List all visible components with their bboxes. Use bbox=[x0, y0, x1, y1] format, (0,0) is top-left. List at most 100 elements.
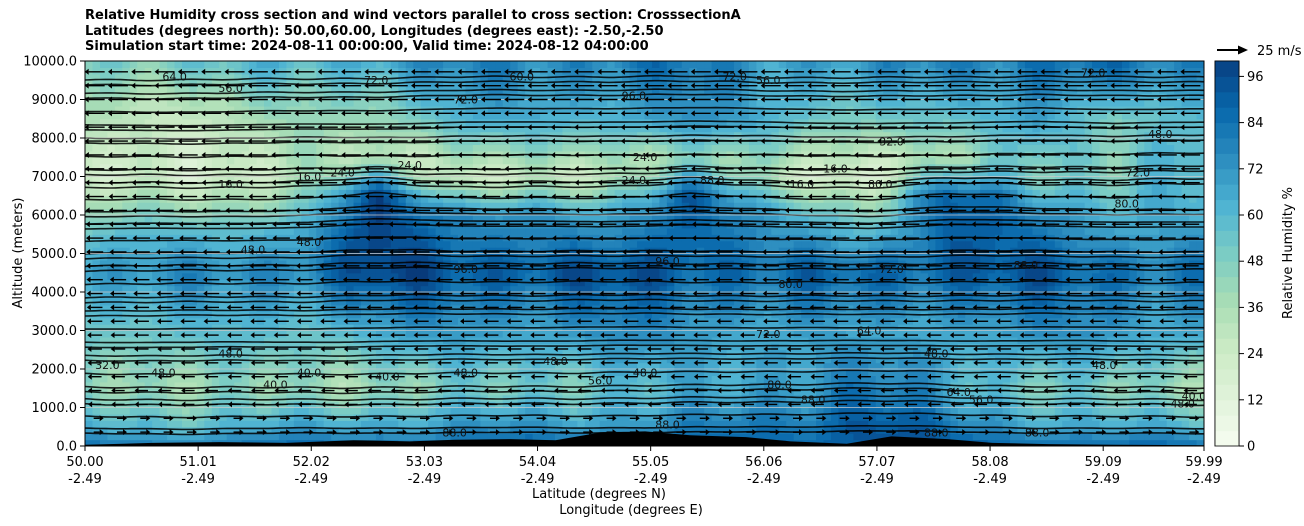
humidity-cell bbox=[271, 189, 280, 197]
humidity-cell bbox=[211, 99, 220, 107]
humidity-cell bbox=[99, 279, 108, 287]
humidity-cell bbox=[346, 362, 355, 370]
humidity-cell bbox=[219, 285, 228, 293]
humidity-cell bbox=[361, 67, 370, 75]
humidity-cell bbox=[159, 105, 168, 113]
humidity-cell bbox=[129, 202, 138, 210]
humidity-cell bbox=[368, 413, 377, 421]
humidity-cell bbox=[375, 195, 384, 203]
humidity-cell bbox=[301, 202, 310, 210]
humidity-cell bbox=[316, 61, 325, 69]
humidity-cell bbox=[472, 317, 481, 325]
humidity-cell bbox=[495, 80, 504, 88]
humidity-cell bbox=[346, 381, 355, 389]
humidity-cell bbox=[502, 144, 511, 152]
humidity-cell bbox=[346, 189, 355, 197]
humidity-cell bbox=[637, 105, 646, 113]
humidity-cell bbox=[196, 112, 205, 120]
humidity-cell bbox=[435, 131, 444, 139]
humidity-cell bbox=[644, 105, 653, 113]
humidity-cell bbox=[107, 279, 116, 287]
humidity-cell bbox=[256, 362, 265, 370]
humidity-cell bbox=[249, 202, 258, 210]
humidity-cell bbox=[278, 413, 288, 421]
humidity-cell bbox=[614, 343, 623, 351]
humidity-cell bbox=[346, 163, 355, 171]
humidity-cell bbox=[390, 131, 399, 139]
humidity-cell bbox=[152, 304, 161, 312]
humidity-cell bbox=[450, 330, 459, 338]
humidity-cell bbox=[428, 208, 437, 216]
humidity-cell bbox=[569, 369, 578, 377]
humidity-cell bbox=[278, 189, 288, 197]
humidity-cell bbox=[614, 420, 623, 428]
humidity-cell bbox=[368, 227, 377, 235]
humidity-cell bbox=[554, 227, 564, 235]
humidity-cell bbox=[99, 105, 108, 113]
humidity-cell bbox=[361, 330, 370, 338]
humidity-cell bbox=[487, 176, 496, 184]
humidity-cell bbox=[458, 144, 467, 152]
humidity-cell bbox=[450, 131, 459, 139]
humidity-cell bbox=[368, 99, 377, 107]
humidity-cell bbox=[502, 285, 511, 293]
humidity-cell bbox=[226, 279, 235, 287]
humidity-cell bbox=[264, 227, 273, 235]
humidity-cell bbox=[189, 388, 198, 396]
humidity-cell bbox=[353, 189, 362, 197]
humidity-cell bbox=[420, 285, 429, 293]
humidity-cell bbox=[226, 61, 235, 69]
humidity-cell bbox=[398, 144, 407, 152]
humidity-cell bbox=[114, 227, 123, 235]
humidity-cell bbox=[331, 266, 340, 274]
humidity-cell bbox=[159, 279, 168, 287]
humidity-cell bbox=[85, 227, 94, 235]
humidity-cell bbox=[510, 426, 519, 434]
humidity-cell bbox=[196, 61, 205, 69]
humidity-cell bbox=[562, 61, 571, 69]
humidity-cell bbox=[338, 215, 347, 223]
humidity-cell bbox=[420, 227, 429, 235]
humidity-cell bbox=[241, 202, 250, 210]
humidity-cell bbox=[152, 317, 161, 325]
humidity-cell bbox=[85, 189, 94, 197]
humidity-cell bbox=[264, 73, 273, 81]
humidity-cell bbox=[323, 118, 332, 126]
humidity-cell bbox=[226, 381, 235, 389]
humidity-cell bbox=[181, 356, 191, 364]
humidity-cell bbox=[256, 388, 265, 396]
humidity-cell bbox=[435, 420, 444, 428]
humidity-cell bbox=[122, 73, 131, 81]
humidity-cell bbox=[226, 163, 235, 171]
humidity-cell bbox=[181, 259, 191, 267]
humidity-cell bbox=[278, 259, 288, 267]
humidity-cell bbox=[331, 73, 340, 81]
humidity-cell bbox=[361, 61, 370, 69]
humidity-cell bbox=[398, 118, 407, 126]
humidity-cell bbox=[271, 394, 280, 402]
humidity-cell bbox=[92, 253, 101, 261]
humidity-cell bbox=[361, 426, 370, 434]
humidity-cell bbox=[286, 189, 295, 197]
humidity-cell bbox=[129, 381, 138, 389]
humidity-cell bbox=[249, 67, 258, 75]
humidity-cell bbox=[651, 272, 661, 280]
humidity-cell bbox=[293, 420, 302, 428]
humidity-cell bbox=[308, 324, 317, 332]
humidity-cell bbox=[383, 369, 392, 377]
humidity-cell bbox=[443, 272, 452, 280]
humidity-cell bbox=[204, 375, 213, 383]
humidity-cell bbox=[264, 163, 273, 171]
humidity-cell bbox=[278, 157, 288, 165]
humidity-cell bbox=[204, 407, 213, 415]
humidity-cell bbox=[85, 144, 94, 152]
humidity-cell bbox=[107, 330, 116, 338]
humidity-cell bbox=[159, 362, 168, 370]
humidity-cell bbox=[234, 227, 243, 235]
humidity-cell bbox=[517, 105, 526, 113]
humidity-cell bbox=[286, 202, 295, 210]
humidity-cell bbox=[338, 272, 347, 280]
humidity-cell bbox=[465, 202, 474, 210]
humidity-cell bbox=[532, 247, 541, 255]
humidity-cell bbox=[599, 61, 608, 69]
